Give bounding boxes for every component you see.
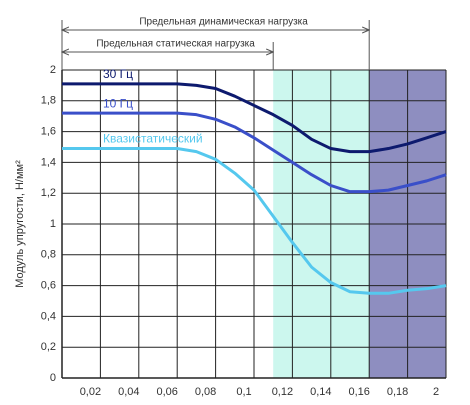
annotation-text: Предельная динамическая нагрузка <box>139 17 308 28</box>
x-tick-label: 0,08 <box>195 386 216 398</box>
series-label: 10 Гц <box>103 96 133 110</box>
series-label: 30 Гц <box>103 67 133 81</box>
x-tick-label: 0,12 <box>272 386 293 398</box>
x-tick-label: 0,16 <box>348 386 369 398</box>
y-tick-label: 0 <box>50 372 56 384</box>
y-axis-label: Модуль упругости, Н/мм² <box>14 160 26 288</box>
x-tick-label: 2 <box>433 386 439 398</box>
y-tick-label: 0,6 <box>41 280 56 292</box>
x-tick-label: 0,1 <box>236 386 251 398</box>
series-line <box>62 82 447 154</box>
y-tick-label: 1,8 <box>41 95 56 107</box>
series-line <box>62 111 447 194</box>
y-tick-label: 0,8 <box>41 249 56 261</box>
x-tick-label: 0,18 <box>387 386 408 398</box>
y-tick-label: 0,4 <box>41 310 56 322</box>
y-tick-label: 1,2 <box>41 187 56 199</box>
y-tick-label: 1,4 <box>41 156 56 168</box>
x-tick-label: 0,04 <box>118 386 139 398</box>
x-tick-label: 0,14 <box>310 386 331 398</box>
series-line <box>62 147 447 295</box>
x-tick-label: 0,02 <box>80 386 101 398</box>
y-tick-label: 1 <box>50 218 56 230</box>
annotation-text: Предельная статическая нагрузка <box>96 39 255 50</box>
y-tick-label: 2 <box>50 64 56 76</box>
series-label: Квазистатический <box>103 132 203 146</box>
y-tick-label: 1,6 <box>41 126 56 138</box>
x-tick-label: 0,06 <box>156 386 177 398</box>
y-tick-label: 0,2 <box>41 341 56 353</box>
